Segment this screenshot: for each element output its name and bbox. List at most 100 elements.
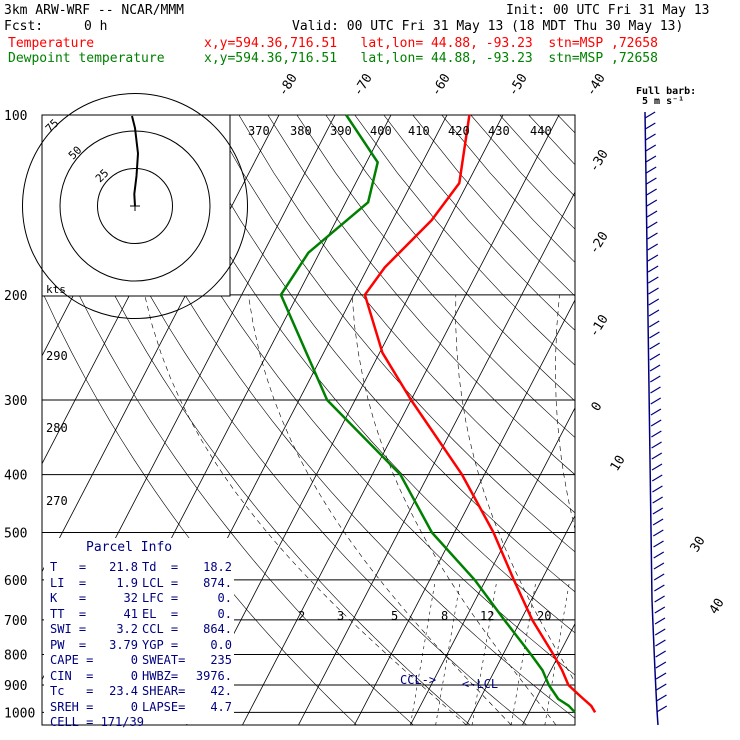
wind-barb-flag <box>653 562 665 570</box>
parcel-row: Tc = 23.4 SHEAR= 42. <box>50 684 234 699</box>
dry-adiabat <box>209 115 575 553</box>
wind-barb-flag <box>653 551 665 559</box>
isotherm-line <box>410 407 575 725</box>
temperature-location: x,y=594.36,716.51 lat,lon= 44.88, -93.23… <box>204 36 658 51</box>
dry-adiabat <box>383 115 575 331</box>
theta-label: 270 <box>46 494 68 508</box>
wind-barb-flag <box>644 111 656 119</box>
parcel-row: LI = 1.9 LCL = 874. <box>50 576 234 591</box>
parcel-av: 3.79 <box>109 637 138 652</box>
ccl-annotation: CCL-> <box>400 673 436 687</box>
parcel-av: 0 <box>130 699 138 714</box>
wind-barb-flag <box>649 353 661 361</box>
wind-barb-flag <box>648 276 659 284</box>
wind-barb-flag <box>650 419 662 427</box>
mixing-ratio-label: 20 <box>537 609 551 623</box>
wind-barb-flag <box>646 199 658 207</box>
moist-adiabat <box>351 294 557 725</box>
dewpoint-location: x,y=594.36,716.51 lat,lon= 44.88, -93.23… <box>204 51 658 66</box>
temperature-trace <box>363 114 597 713</box>
mixing-ratio-line <box>590 580 615 725</box>
wind-barb-flag <box>646 210 658 218</box>
wind-barb-flag <box>646 177 657 185</box>
isotherm-label: -30 <box>587 147 612 175</box>
moist-adiabat <box>144 294 467 725</box>
parcel-info-title: Parcel Info <box>86 540 173 555</box>
parcel-bv: 4.7 <box>210 699 232 714</box>
wind-barb-flag <box>654 628 666 636</box>
isotherm-line <box>634 115 740 725</box>
dry-adiabat <box>122 115 575 676</box>
wind-barb-flag <box>645 155 657 163</box>
parcel-a: K = <box>50 591 87 605</box>
parcel-b: HWBZ= <box>142 668 179 683</box>
wind-barb-flag <box>647 232 658 240</box>
parcel-row: SREH = 0 LAPSE= 4.7 <box>50 700 234 715</box>
parcel-b: CCL = <box>142 622 179 636</box>
dry-adiabat <box>354 115 575 366</box>
isotherm-line <box>522 622 575 725</box>
parcel-b: SWEAT= <box>142 653 186 667</box>
dry-adiabat <box>267 115 575 476</box>
parcel-a: CAPE = <box>50 653 94 667</box>
parcel-av: 32 <box>123 591 138 605</box>
wind-barb-flag <box>653 540 664 548</box>
theta-label: 380 <box>290 124 312 138</box>
dry-adiabat <box>499 115 575 197</box>
parcel-bv: 0. <box>217 591 232 605</box>
wind-barb-flag <box>652 529 664 537</box>
temperature-legend: Temperature <box>8 36 95 51</box>
mixing-ratio-label: 5 <box>391 609 398 623</box>
hodograph-ring <box>97 168 173 244</box>
mixing-ratio-line <box>410 579 436 725</box>
isotherm-label: -60 <box>429 71 454 99</box>
isotherm-label: 30 <box>688 534 709 555</box>
wind-barb-flag <box>651 430 662 438</box>
isotherm-label: -40 <box>584 71 609 99</box>
dry-adiabat <box>587 115 740 725</box>
parcel-a: TT = <box>50 606 87 621</box>
forecast-value: 0 h <box>84 19 108 34</box>
isotherm-label: -10 <box>587 312 612 340</box>
parcel-row: K = 32 LFC = 0. <box>50 591 234 606</box>
isotherm-label: 10 <box>608 453 629 474</box>
pressure-label: 300 <box>4 394 27 409</box>
parcel-bv: 874. <box>203 575 232 590</box>
parcel-row: T = 21.8 Td = 18.2 <box>50 560 234 575</box>
parcel-av: 0 <box>130 668 138 683</box>
isotherm-line <box>466 514 575 725</box>
wind-barb-flag <box>652 485 663 493</box>
parcel-bv: 864. <box>203 622 232 636</box>
dewpoint-legend: Dewpoint temperature <box>8 51 165 66</box>
wind-barb-flag <box>651 463 663 471</box>
wind-barb-flag <box>647 243 659 251</box>
parcel-row: CIN = 0 HWBZ= 3976. <box>50 669 234 684</box>
hodograph-trace <box>131 115 140 207</box>
theta-label: 280 <box>46 421 68 435</box>
model-title: 3km ARW-WRF -- NCAR/MMM <box>4 3 185 18</box>
plot-frame <box>41 114 576 726</box>
dry-adiabat <box>412 115 575 297</box>
wind-barb-flag <box>654 606 666 614</box>
valid-time: Valid: 00 UTC Fri 31 May 13 (18 MDT Thu … <box>292 19 684 34</box>
parcel-a: LI = <box>50 575 87 590</box>
wind-barb-flag <box>648 309 660 317</box>
wind-barbs <box>644 111 668 726</box>
moist-adiabat <box>455 294 575 683</box>
isotherm-label: 40 <box>707 596 728 617</box>
theta-label: 440 <box>530 124 552 138</box>
wind-barb-flag <box>655 672 667 680</box>
wind-barb-flag <box>656 705 668 713</box>
parcel-row: TT = 41 EL = 0. <box>50 607 234 622</box>
parcel-row: SWI = 3.2 CCL = 864. <box>50 622 234 637</box>
isotherm-label: -80 <box>276 71 301 99</box>
theta-label: 390 <box>330 124 352 138</box>
wind-barb-flag <box>645 166 657 174</box>
wind-barb-flag <box>656 694 667 702</box>
dry-adiabat <box>238 115 575 514</box>
wind-barb-flag <box>649 375 661 383</box>
parcel-b: EL = <box>142 606 179 621</box>
wind-barb-flag <box>645 133 656 141</box>
parcel-b: LFC = <box>142 591 179 605</box>
theta-label: 430 <box>488 124 510 138</box>
